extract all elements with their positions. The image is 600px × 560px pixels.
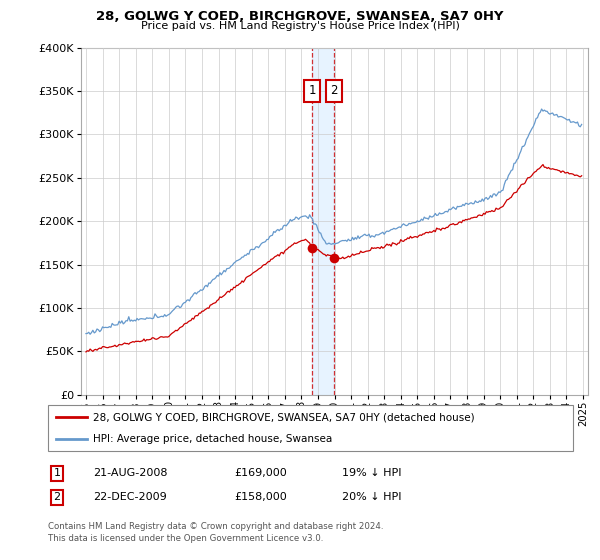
Text: 28, GOLWG Y COED, BIRCHGROVE, SWANSEA, SA7 0HY: 28, GOLWG Y COED, BIRCHGROVE, SWANSEA, S… xyxy=(96,10,504,22)
Text: 1: 1 xyxy=(53,468,61,478)
Text: Price paid vs. HM Land Registry's House Price Index (HPI): Price paid vs. HM Land Registry's House … xyxy=(140,21,460,31)
Text: 2: 2 xyxy=(331,85,338,97)
FancyBboxPatch shape xyxy=(48,405,573,451)
Text: 19% ↓ HPI: 19% ↓ HPI xyxy=(342,468,401,478)
Text: Contains HM Land Registry data © Crown copyright and database right 2024.
This d: Contains HM Land Registry data © Crown c… xyxy=(48,522,383,543)
Bar xyxy=(312,48,334,395)
Text: 28, GOLWG Y COED, BIRCHGROVE, SWANSEA, SA7 0HY (detached house): 28, GOLWG Y COED, BIRCHGROVE, SWANSEA, S… xyxy=(92,412,474,422)
Text: 20% ↓ HPI: 20% ↓ HPI xyxy=(342,492,401,502)
Text: £158,000: £158,000 xyxy=(234,492,287,502)
Text: £169,000: £169,000 xyxy=(234,468,287,478)
Text: 1: 1 xyxy=(308,85,316,97)
Text: 22-DEC-2009: 22-DEC-2009 xyxy=(93,492,167,502)
Text: 2: 2 xyxy=(53,492,61,502)
Text: HPI: Average price, detached house, Swansea: HPI: Average price, detached house, Swan… xyxy=(92,435,332,444)
Text: 21-AUG-2008: 21-AUG-2008 xyxy=(93,468,167,478)
